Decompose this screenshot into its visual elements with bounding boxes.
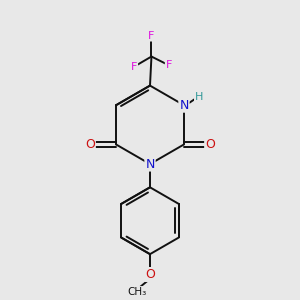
Text: O: O [145,268,155,281]
Text: O: O [205,138,215,151]
Text: F: F [148,31,154,40]
Text: CH₃: CH₃ [127,287,146,297]
Text: F: F [166,60,172,70]
Text: N: N [179,99,189,112]
Text: N: N [145,158,155,171]
Text: F: F [131,62,137,72]
Text: O: O [85,138,95,151]
Text: H: H [195,92,203,102]
